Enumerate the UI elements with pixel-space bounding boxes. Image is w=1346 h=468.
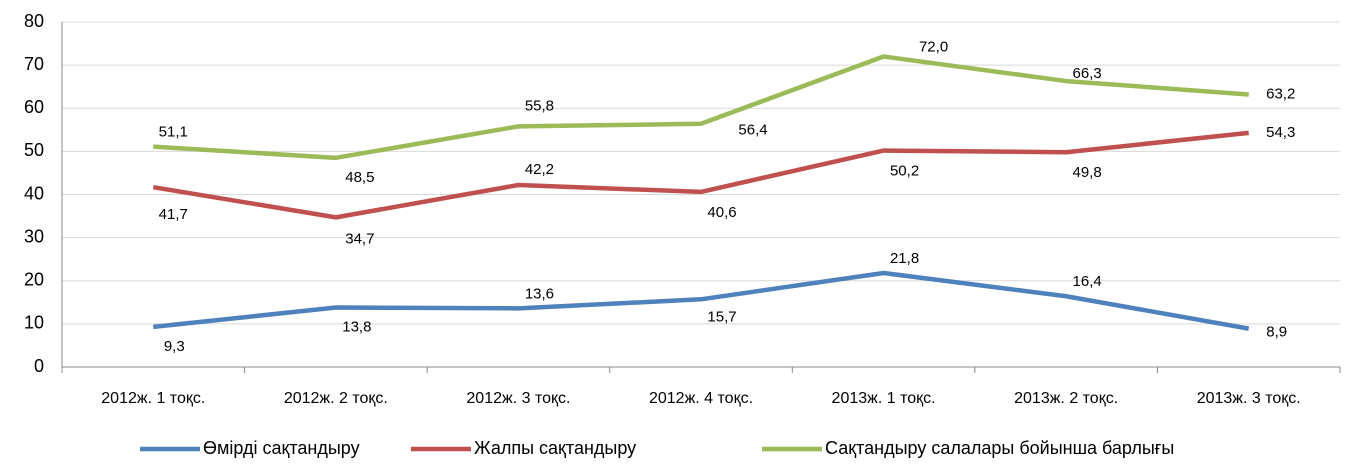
y-tick-label: 30 (24, 226, 44, 246)
data-label: 49,8 (1073, 164, 1102, 181)
legend-label: Сақтандыру салалары бойынша барлығы (825, 438, 1174, 458)
x-tick-label: 2013ж. 1 тоқс. (832, 390, 936, 407)
data-label: 8,9 (1266, 324, 1287, 341)
data-label: 21,8 (890, 250, 919, 267)
data-label: 13,6 (525, 285, 554, 302)
data-label: 66,3 (1073, 65, 1102, 82)
legend-label: Өмірді сақтандыру (203, 438, 360, 458)
data-label: 15,7 (707, 308, 736, 325)
series-line (153, 54, 1249, 161)
data-label: 34,7 (345, 230, 374, 247)
y-tick-label: 60 (24, 97, 44, 117)
x-tick-label: 2012ж. 3 тоқс. (466, 390, 570, 407)
data-label: 55,8 (525, 97, 554, 114)
x-tick-label: 2013ж. 3 тоқс. (1197, 390, 1301, 407)
data-label: 48,5 (345, 169, 374, 186)
y-tick-label: 0 (34, 356, 44, 376)
legend-label: Жалпы сақтандыру (474, 438, 636, 458)
data-label: 9,3 (164, 338, 185, 355)
x-tick-label: 2012ж. 4 тоқс. (649, 390, 753, 407)
data-label: 40,6 (707, 204, 736, 221)
y-tick-label: 70 (24, 54, 44, 74)
x-tick-label: 2013ж. 2 тоқс. (1014, 390, 1118, 407)
x-tick-label: 2012ж. 2 тоқс. (284, 390, 388, 407)
data-label: 63,2 (1266, 85, 1295, 102)
data-label: 51,1 (159, 124, 188, 141)
y-tick-label: 40 (24, 183, 44, 203)
data-label: 16,4 (1073, 273, 1102, 290)
data-label: 41,7 (159, 206, 188, 223)
data-label: 13,8 (342, 318, 371, 335)
y-tick-label: 80 (24, 11, 44, 31)
data-label: 50,2 (890, 162, 919, 179)
data-label: 72,0 (919, 38, 948, 55)
y-tick-label: 10 (24, 313, 44, 333)
x-tick-label: 2012ж. 1 тоқс. (101, 390, 205, 407)
data-label: 42,2 (525, 161, 554, 178)
series-line (153, 270, 1250, 331)
series-line (152, 130, 1249, 220)
y-tick-label: 50 (24, 140, 44, 160)
data-label: 56,4 (738, 122, 767, 139)
data-label: 54,3 (1266, 124, 1295, 141)
y-tick-label: 20 (24, 270, 44, 290)
